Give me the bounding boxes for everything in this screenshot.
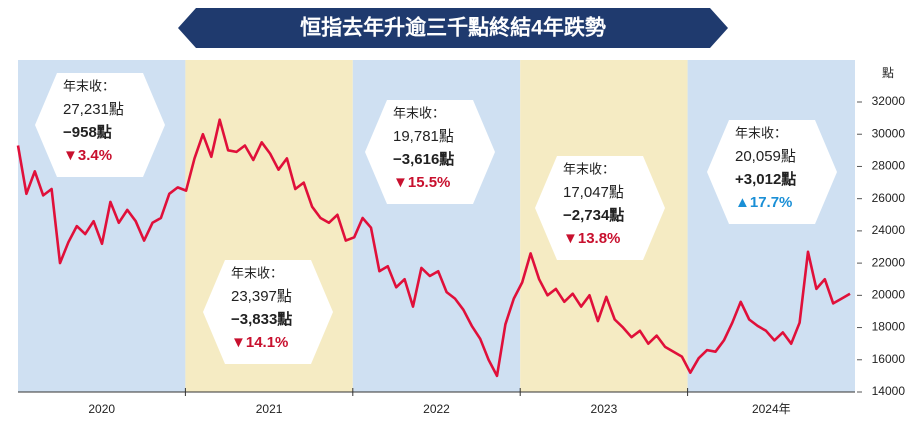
- annotation-box: [35, 73, 165, 177]
- y-tick-label: 30000: [872, 126, 906, 140]
- annotation-text: ▼13.8%: [563, 230, 620, 247]
- y-unit: 點: [882, 66, 894, 80]
- x-tick-label: 2022: [423, 402, 450, 416]
- y-tick-label: 22000: [872, 255, 906, 269]
- annotation-text: +3,012點: [735, 170, 796, 188]
- annotation-text: ▲17.7%: [735, 194, 792, 211]
- annotation-text: 年末收：: [735, 125, 787, 140]
- annotation-text: −3,616點: [393, 150, 454, 168]
- y-tick-label: 16000: [872, 352, 906, 366]
- y-tick-label: 24000: [872, 223, 906, 237]
- y-tick-label: 32000: [872, 94, 906, 108]
- annotation-text: −958點: [63, 123, 112, 141]
- annotation-text: ▼15.5%: [393, 174, 450, 191]
- annotation-text: −2,734點: [563, 206, 624, 224]
- x-tick-label: 2020: [88, 402, 115, 416]
- annotation-text: 23,397點: [231, 288, 292, 305]
- annotation-text: 17,047點: [563, 184, 624, 201]
- price-line: [16, 118, 851, 378]
- annotation-text: 20,059點: [735, 148, 796, 165]
- annotation-text: 年末收：: [231, 265, 283, 280]
- annotation-text: 27,231點: [63, 101, 124, 118]
- annotation-text: 年末收：: [393, 105, 445, 120]
- x-tick-label: 2021: [256, 402, 283, 416]
- annotation-text: 年末收：: [63, 78, 115, 93]
- annotation-text: 年末收：: [563, 161, 615, 176]
- year-band: [687, 60, 855, 392]
- annotation-text: ▼3.4%: [63, 147, 112, 164]
- annotation-text: ▼14.1%: [231, 334, 288, 351]
- x-tick-label: 2024年: [752, 402, 791, 416]
- x-tick-label: 2023: [591, 402, 618, 416]
- y-tick-label: 18000: [872, 320, 906, 334]
- y-tick-label: 14000: [872, 384, 906, 398]
- title-banner: [178, 8, 728, 48]
- y-tick-label: 26000: [872, 191, 906, 205]
- annotation-box: [707, 120, 837, 224]
- annotation-text: −3,833點: [231, 310, 292, 328]
- annotation-box: [365, 100, 495, 204]
- annotation-text: 19,781點: [393, 128, 454, 145]
- y-tick-label: 20000: [872, 288, 906, 302]
- annotation-box: [203, 260, 333, 364]
- chart-title: 恒指去年升逾三千點終結4年跌勢: [300, 16, 606, 40]
- annotation-box: [535, 156, 665, 260]
- y-tick-label: 28000: [872, 159, 906, 173]
